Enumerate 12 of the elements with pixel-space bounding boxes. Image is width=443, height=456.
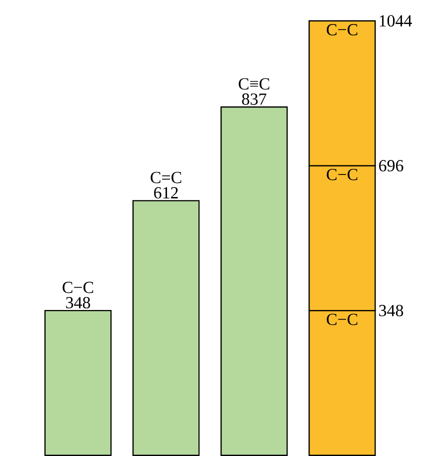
series-label: C−C bbox=[326, 24, 358, 36]
series-label: C≡C bbox=[238, 78, 270, 90]
series-label: C−C bbox=[326, 314, 358, 326]
annotation: 1044 bbox=[380, 15, 412, 27]
annotation: 696 bbox=[378, 160, 404, 172]
data-label: 348 bbox=[66, 296, 90, 308]
series-label: C−C bbox=[326, 168, 358, 180]
series-label: C−C bbox=[62, 282, 93, 294]
series-label: C=C bbox=[150, 172, 181, 184]
annotation: 348 bbox=[378, 304, 403, 316]
data-label: 837 bbox=[242, 93, 266, 105]
data-label: 612 bbox=[154, 187, 178, 198]
